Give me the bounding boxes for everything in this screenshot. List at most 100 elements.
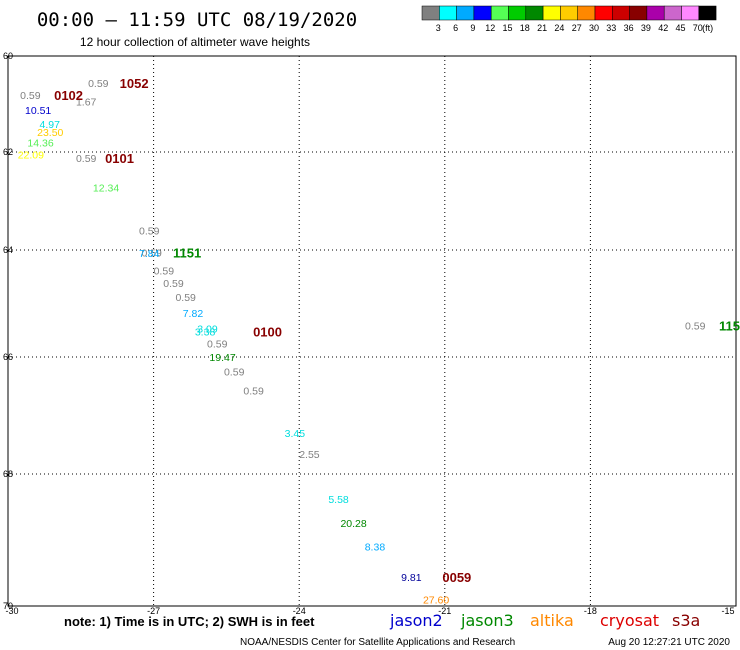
legend-bin-label: 45 bbox=[675, 23, 685, 33]
legend-swatch bbox=[629, 5, 648, 21]
map-border bbox=[7, 55, 737, 607]
map-subtitle: 12 hour collection of altimeter wave hei… bbox=[80, 35, 310, 49]
legend-bin-label: 42 bbox=[658, 23, 668, 33]
satellite-name: altika bbox=[530, 611, 574, 630]
wave-height-value: 7.84 bbox=[139, 248, 160, 260]
legend-swatch bbox=[421, 5, 440, 21]
wave-height-value: 4.97 bbox=[40, 119, 61, 131]
pass-time-label: 1153 bbox=[719, 318, 740, 333]
legend-swatch bbox=[439, 5, 457, 21]
legend-swatch bbox=[698, 5, 717, 21]
wave-height-value: 0.59 bbox=[88, 78, 109, 90]
legend-swatch bbox=[525, 5, 544, 21]
wave-height-value: 22.09 bbox=[18, 149, 44, 161]
pass-time-label: 0100 bbox=[253, 324, 282, 339]
wave-height-value: 0.59 bbox=[175, 292, 196, 304]
wave-height-value: 10.51 bbox=[25, 105, 51, 117]
legend-bin-label: 36 bbox=[624, 23, 634, 33]
legend-swatch bbox=[560, 5, 578, 21]
wave-height-value: 23.50 bbox=[37, 127, 63, 139]
wave-height-value: 2.55 bbox=[299, 449, 320, 461]
longitude-tick-label: -21 bbox=[438, 606, 451, 616]
credit-text: NOAA/NESDIS Center for Satellite Applica… bbox=[240, 637, 515, 648]
wave-height-value: 7.82 bbox=[183, 308, 204, 320]
graticule bbox=[8, 56, 736, 606]
wave-height-value: 0.59 bbox=[685, 320, 706, 332]
legend-bin-label: 39 bbox=[641, 23, 651, 33]
pass-time-label: 1151 bbox=[173, 246, 201, 261]
legend-bin-label: 27 bbox=[572, 23, 582, 33]
legend-unit: (ft) bbox=[702, 23, 713, 33]
legend-swatch bbox=[456, 5, 475, 21]
latitude-tick-label: 70 bbox=[3, 601, 13, 611]
legend-bin-label: 70 bbox=[693, 23, 703, 33]
legend-swatch bbox=[508, 5, 527, 21]
latitude-tick-label: 66 bbox=[3, 352, 13, 362]
legend-bin-label: 15 bbox=[502, 23, 512, 33]
legend-swatch bbox=[663, 5, 682, 21]
legend-swatch bbox=[612, 5, 630, 21]
legend-bin-label: 30 bbox=[589, 23, 599, 33]
longitude-tick-label: -30 bbox=[5, 606, 18, 616]
wave-height-value: 5.58 bbox=[328, 494, 349, 506]
wave-height-legend: 3 6 9 12 15 18 21 24 27 30 33 36 39 42 45 70 (ft) bbox=[421, 5, 717, 33]
wave-height-value: 19.47 bbox=[209, 352, 235, 364]
longitude-tick-label: -24 bbox=[293, 606, 306, 616]
satellite-name: jason3 bbox=[460, 611, 514, 630]
wave-height-value: 12.34 bbox=[93, 182, 119, 194]
satellite-key: jason2 jason3 altika cryosat s3a bbox=[389, 611, 700, 630]
latitude-tick-label: 64 bbox=[3, 245, 13, 255]
satellite-name: cryosat bbox=[600, 611, 659, 630]
axis-labels: 60 62 64 66 68 70-30 -27 -24 -21 -18 -15 bbox=[3, 51, 735, 616]
legend-bin-label: 9 bbox=[470, 23, 475, 33]
latitude-tick-label: 62 bbox=[3, 147, 13, 157]
satellite-name: jason2 bbox=[389, 611, 443, 630]
generated-timestamp: Aug 20 12:27:21 UTC 2020 bbox=[608, 637, 730, 648]
pass-time-labels: 1052 0102 0101 1151 0100 0059 1153 bbox=[54, 76, 740, 585]
wave-height-value: 9.81 bbox=[401, 572, 422, 584]
wave-height-value: 0.59 bbox=[154, 265, 175, 277]
wave-height-value: 0.59 bbox=[141, 248, 162, 260]
legend-swatch bbox=[577, 5, 596, 21]
legend-swatch bbox=[542, 5, 561, 21]
legend-bin-label: 12 bbox=[485, 23, 495, 33]
legend-bin-label: 6 bbox=[453, 23, 458, 33]
map-title: 00:00 – 11:59 UTC 08/19/2020 bbox=[37, 9, 357, 31]
footer-note: note: 1) Time is in UTC; 2) SWH is in fe… bbox=[64, 614, 315, 629]
longitude-tick-label: -18 bbox=[584, 606, 597, 616]
wave-height-value: 3.38 bbox=[195, 326, 216, 338]
pass-time-label: 0101 bbox=[105, 151, 134, 166]
wave-height-value: 0.59 bbox=[20, 90, 41, 102]
legend-bin-label: 21 bbox=[537, 23, 547, 33]
latitude-tick-label: 60 bbox=[3, 51, 13, 61]
wave-height-value: 8.38 bbox=[365, 542, 386, 554]
longitude-tick-label: -27 bbox=[147, 606, 160, 616]
map-frame bbox=[7, 55, 737, 607]
wave-height-value: 27.60 bbox=[423, 594, 449, 606]
wave-height-value: 0.59 bbox=[76, 153, 97, 165]
legend-bin-label: 24 bbox=[554, 23, 564, 33]
wave-height-value: 14.36 bbox=[27, 137, 53, 149]
wave-height-value: 20.28 bbox=[340, 518, 366, 530]
satellite-name: s3a bbox=[672, 611, 700, 630]
legend-swatch bbox=[473, 5, 492, 21]
wave-height-value: 1.67 bbox=[76, 97, 97, 109]
legend-swatch bbox=[490, 5, 509, 21]
wave-height-value: 0.59 bbox=[243, 385, 264, 397]
legend-swatch bbox=[646, 5, 665, 21]
wave-height-value: 0.59 bbox=[163, 278, 184, 290]
wave-height-value: 0.59 bbox=[139, 225, 160, 237]
longitude-tick-label: -15 bbox=[721, 606, 734, 616]
legend-bin-label: 33 bbox=[606, 23, 616, 33]
legend-bin-label: 3 bbox=[436, 23, 441, 33]
wave-height-value: 0.59 bbox=[224, 367, 245, 379]
legend-swatch bbox=[594, 5, 613, 21]
wave-height-value: 3.09 bbox=[197, 324, 218, 336]
legend-swatch bbox=[681, 5, 700, 21]
pass-time-label: 1052 bbox=[120, 76, 149, 91]
latitude-tick-label: 68 bbox=[3, 469, 13, 479]
legend-bin-label: 18 bbox=[520, 23, 530, 33]
wave-height-value: 3.45 bbox=[285, 428, 306, 440]
